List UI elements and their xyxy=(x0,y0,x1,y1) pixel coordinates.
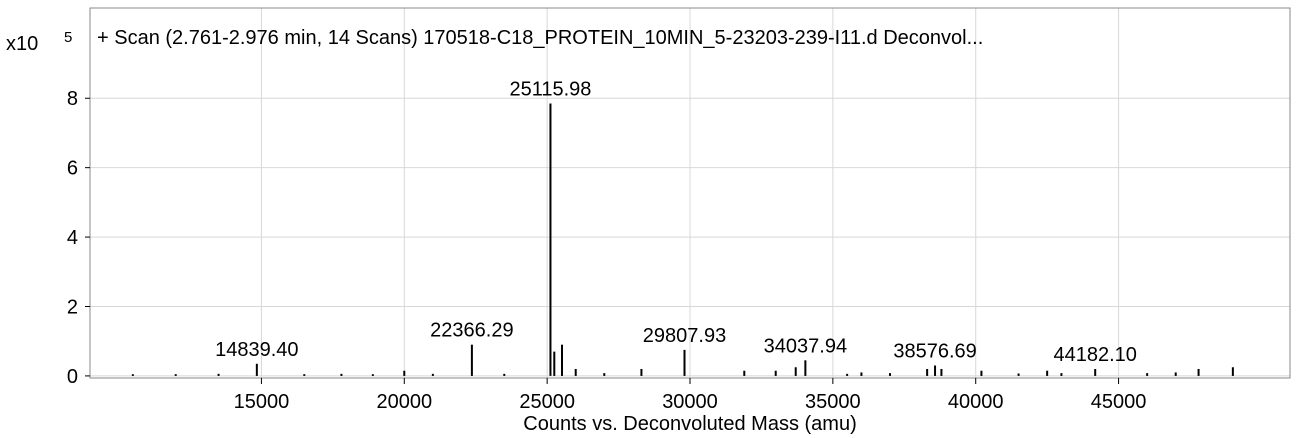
x-tick-label: 40000 xyxy=(948,391,1004,413)
peak-label: 44182.10 xyxy=(1053,344,1136,366)
peak-label: 34037.94 xyxy=(764,335,847,357)
x-tick-label: 30000 xyxy=(662,391,718,413)
marks xyxy=(131,103,1234,376)
x-tick-label: 25000 xyxy=(519,391,575,413)
x-tick-label: 20000 xyxy=(376,391,432,413)
y-tick-label: 0 xyxy=(67,366,78,388)
y-multiplier: x10 xyxy=(6,33,38,55)
x-axis-title: Counts vs. Deconvoluted Mass (amu) xyxy=(523,413,856,435)
peak-label: 14839.40 xyxy=(215,339,298,361)
y-exponent: 5 xyxy=(64,29,72,46)
x-tick-label: 15000 xyxy=(234,391,290,413)
x-tick-label: 35000 xyxy=(805,391,861,413)
peak-label: 22366.29 xyxy=(430,320,513,342)
chart-title: + Scan (2.761-2.976 min, 14 Scans) 17051… xyxy=(97,27,983,49)
grid xyxy=(90,8,1290,378)
peak-label: 25115.98 xyxy=(509,78,591,100)
y-tick-label: 6 xyxy=(67,158,78,180)
peak-label: 38576.69 xyxy=(893,341,976,363)
y-tick-label: 8 xyxy=(67,88,78,110)
y-tick-label: 2 xyxy=(67,296,78,318)
y-tick-label: 4 xyxy=(67,227,78,249)
x-tick-label: 45000 xyxy=(1091,391,1147,413)
peak-label: 29807.93 xyxy=(643,325,726,347)
